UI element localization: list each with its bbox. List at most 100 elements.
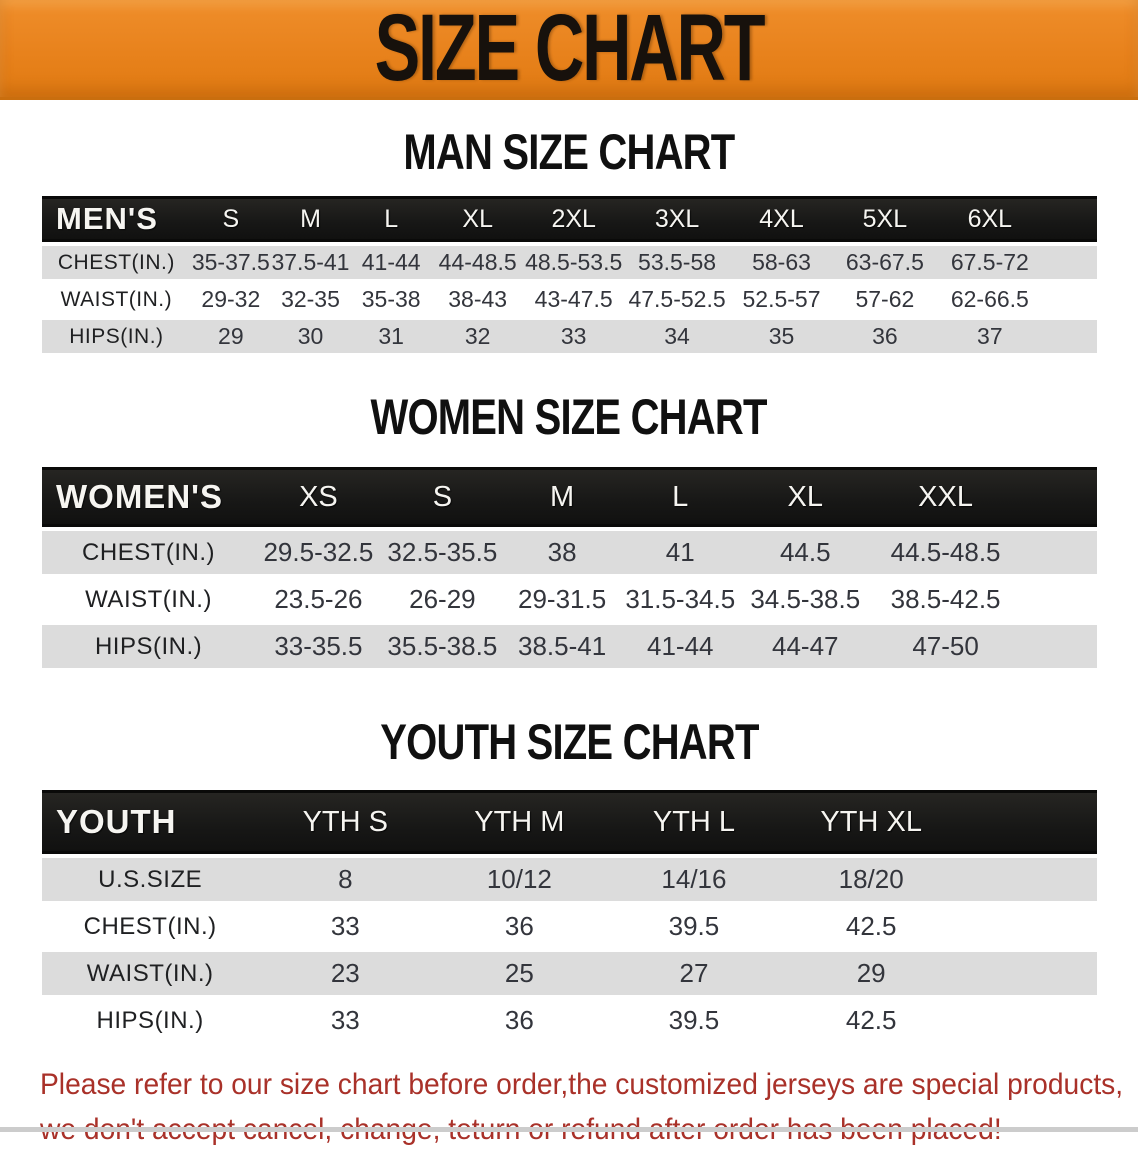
women-size-table: WOMEN'S XS S M L XL XXL CHEST(IN.) 29.5-…	[42, 467, 1097, 668]
size-value-cell: 48.5-53.5	[523, 242, 625, 279]
men-header-row: MEN'S S M L XL 2XL 3XL 4XL 5XL 6XL	[42, 196, 1097, 242]
size-value-cell: 62-66.5	[936, 279, 1044, 316]
men-chart-title: MAN SIZE CHART	[403, 124, 735, 180]
size-value-cell: 27	[606, 948, 782, 995]
size-value-cell: 35-38	[350, 279, 433, 316]
size-value-cell: 63-67.5	[833, 242, 937, 279]
table-filler-cell	[960, 948, 1097, 995]
size-chart-banner: SIZE CHART	[0, 0, 1138, 100]
youth-size-table: YOUTH YTH S YTH M YTH L YTH XL U.S.SIZE …	[42, 790, 1097, 1042]
size-value-cell: 33	[523, 316, 625, 353]
size-value-cell: 34	[624, 316, 730, 353]
column-header: XL	[432, 196, 524, 242]
size-value-cell: 33-35.5	[255, 621, 382, 668]
size-value-cell: 52.5-57	[729, 279, 834, 316]
size-value-cell: 47.5-52.5	[624, 279, 730, 316]
size-value-cell: 18/20	[781, 854, 961, 901]
size-value-cell: 33	[258, 901, 433, 948]
table-filler-cell	[960, 854, 1097, 901]
disclaimer-line: Please refer to our size chart before or…	[40, 1068, 1124, 1101]
column-header: 2XL	[523, 196, 625, 242]
column-header: 3XL	[624, 196, 730, 242]
size-value-cell: 34.5-38.5	[739, 574, 872, 621]
row-label: WAIST(IN.)	[42, 574, 256, 621]
women-header-row: WOMEN'S XS S M L XL XXL	[42, 467, 1097, 527]
size-value-cell: 36	[833, 316, 937, 353]
row-label: HIPS(IN.)	[42, 316, 191, 353]
women-chart-title: WOMEN SIZE CHART	[370, 389, 768, 445]
size-value-cell: 35	[729, 316, 834, 353]
size-value-cell: 47-50	[871, 621, 1020, 668]
size-value-cell: 44.5-48.5	[871, 527, 1020, 574]
table-filler-cell	[1019, 621, 1097, 668]
size-value-cell: 10/12	[432, 854, 607, 901]
table-filler-cell	[960, 995, 1097, 1042]
disclaimer: Please refer to our size chart before or…	[40, 1062, 1138, 1152]
size-value-cell: 38.5-42.5	[871, 574, 1020, 621]
column-header: YTH XL	[781, 790, 961, 854]
table-filler-cell	[1043, 279, 1097, 316]
column-header: 5XL	[833, 196, 937, 242]
bottom-edge-strip	[0, 1127, 1138, 1132]
table-filler-cell	[1043, 242, 1097, 279]
row-label: CHEST(IN.)	[42, 901, 259, 948]
column-header: XL	[739, 467, 872, 527]
youth-header-label: YOUTH	[42, 790, 259, 854]
row-label: HIPS(IN.)	[42, 995, 259, 1042]
women-size-chart-section: WOMEN SIZE CHART WOMEN'S XS S M L XL XXL…	[0, 391, 1138, 668]
men-size-chart-section: MAN SIZE CHART MEN'S S M L XL 2XL 3XL 4X…	[0, 126, 1138, 353]
size-value-cell: 43-47.5	[523, 279, 625, 316]
size-value-cell: 23	[258, 948, 433, 995]
table-row: WAIST(IN.) 23 25 27 29	[42, 948, 1097, 995]
table-row: HIPS(IN.) 29 30 31 32 33 34 35 36 37	[42, 316, 1097, 353]
row-label: WAIST(IN.)	[42, 279, 191, 316]
size-value-cell: 42.5	[781, 995, 961, 1042]
table-row: CHEST(IN.) 29.5-32.5 32.5-35.5 38 41 44.…	[42, 527, 1097, 574]
size-value-cell: 38	[503, 527, 622, 574]
youth-header-row: YOUTH YTH S YTH M YTH L YTH XL	[42, 790, 1097, 854]
column-header: L	[621, 467, 740, 527]
size-value-cell: 41	[621, 527, 740, 574]
size-value-cell: 42.5	[781, 901, 961, 948]
men-size-table: MEN'S S M L XL 2XL 3XL 4XL 5XL 6XL CHEST…	[42, 196, 1097, 353]
column-header: M	[503, 467, 622, 527]
row-label: HIPS(IN.)	[42, 621, 256, 668]
size-value-cell: 32.5-35.5	[381, 527, 504, 574]
size-value-cell: 41-44	[621, 621, 740, 668]
size-value-cell: 29-32	[190, 279, 271, 316]
banner-title: SIZE CHART	[374, 0, 766, 100]
size-value-cell: 23.5-26	[255, 574, 382, 621]
table-row: HIPS(IN.) 33 36 39.5 42.5	[42, 995, 1097, 1042]
women-header-label: WOMEN'S	[42, 467, 256, 527]
size-value-cell: 36	[432, 901, 607, 948]
size-value-cell: 67.5-72	[936, 242, 1044, 279]
men-header-label: MEN'S	[42, 196, 191, 242]
size-value-cell: 33	[258, 995, 433, 1042]
size-value-cell: 38-43	[432, 279, 524, 316]
size-value-cell: 8	[258, 854, 433, 901]
row-label: U.S.SIZE	[42, 854, 259, 901]
table-row: WAIST(IN.) 23.5-26 26-29 29-31.5 31.5-34…	[42, 574, 1097, 621]
table-row: HIPS(IN.) 33-35.5 35.5-38.5 38.5-41 41-4…	[42, 621, 1097, 668]
table-filler-cell	[1043, 196, 1097, 242]
table-row: U.S.SIZE 8 10/12 14/16 18/20	[42, 854, 1097, 901]
table-filler-cell	[1043, 316, 1097, 353]
size-value-cell: 37	[936, 316, 1044, 353]
column-header: M	[270, 196, 351, 242]
size-value-cell: 39.5	[606, 901, 782, 948]
size-value-cell: 44.5	[739, 527, 872, 574]
size-value-cell: 31	[350, 316, 433, 353]
size-value-cell: 32-35	[270, 279, 351, 316]
table-row: CHEST(IN.) 33 36 39.5 42.5	[42, 901, 1097, 948]
row-label: CHEST(IN.)	[42, 527, 256, 574]
table-filler-cell	[1019, 574, 1097, 621]
column-header: YTH S	[258, 790, 433, 854]
column-header: L	[350, 196, 433, 242]
row-label: WAIST(IN.)	[42, 948, 259, 995]
column-header: YTH L	[606, 790, 782, 854]
youth-size-chart-section: YOUTH SIZE CHART YOUTH YTH S YTH M YTH L…	[0, 716, 1138, 1042]
size-value-cell: 25	[432, 948, 607, 995]
size-value-cell: 30	[270, 316, 351, 353]
size-value-cell: 29	[781, 948, 961, 995]
column-header: 6XL	[936, 196, 1044, 242]
